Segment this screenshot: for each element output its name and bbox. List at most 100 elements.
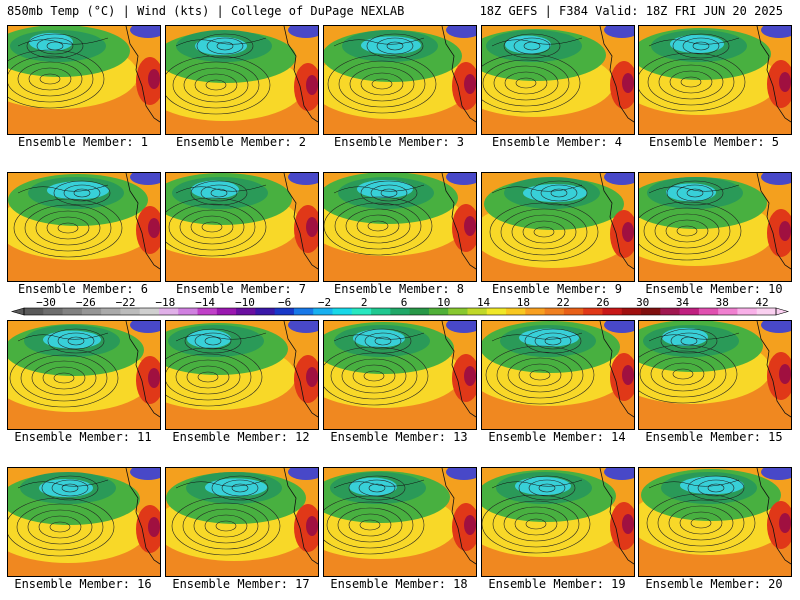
colorbar-swatch — [293, 308, 314, 315]
ensemble-member-label: Ensemble Member: 11 — [14, 430, 152, 444]
colorbar-swatch — [486, 308, 507, 315]
ensemble-map-11 — [7, 320, 161, 430]
ensemble-map-16 — [7, 467, 161, 577]
ensemble-map-14 — [481, 320, 635, 430]
temperature-map — [166, 26, 318, 134]
temperature-map — [8, 468, 160, 576]
colorbar-swatch — [698, 308, 719, 315]
colorbar-swatch — [679, 308, 700, 315]
colorbar-frame — [23, 307, 777, 316]
temperature-map — [8, 321, 160, 429]
colorbar-swatch — [448, 308, 468, 315]
ensemble-map-15 — [638, 320, 792, 430]
ensemble-map-12 — [165, 320, 319, 430]
temperature-map — [166, 173, 318, 281]
ensemble-member-label: Ensemble Member: 16 — [14, 577, 152, 591]
colorbar-swatch — [158, 308, 179, 315]
colorbar-swatch — [525, 308, 546, 315]
colorbar-tick-label: −2 — [318, 297, 331, 309]
colorbar-swatch — [178, 308, 199, 315]
ensemble-map-3 — [323, 25, 477, 135]
ensemble-member-label: Ensemble Member: 2 — [175, 135, 307, 149]
ensemble-map-7 — [165, 172, 319, 282]
colorbar-swatch — [583, 308, 603, 315]
map-title: 850mb Temp (°C) | Wind (kts) | College o… — [7, 4, 405, 18]
ensemble-map-9 — [481, 172, 635, 282]
ensemble-member-label: Ensemble Member: 9 — [491, 282, 623, 296]
ensemble-map-6 — [7, 172, 161, 282]
temperature-map — [639, 468, 791, 576]
ensemble-member-label: Ensemble Member: 6 — [17, 282, 149, 296]
colorbar-swatch — [428, 308, 449, 315]
temperature-map — [639, 26, 791, 134]
colorbar-tick-label: −18 — [155, 297, 175, 309]
temperature-map — [482, 321, 634, 429]
ensemble-member-label: Ensemble Member: 13 — [330, 430, 468, 444]
colorbar-swatch — [313, 308, 334, 315]
colorbar-swatch — [255, 308, 276, 315]
ensemble-member-label: Ensemble Member: 8 — [333, 282, 465, 296]
colorbar-swatch — [544, 308, 565, 315]
temperature-map — [639, 321, 791, 429]
colorbar-swatch — [660, 308, 681, 315]
colorbar-swatch — [371, 308, 391, 315]
colorbar-swatch — [563, 308, 584, 315]
colorbar-tick-label: −6 — [278, 297, 291, 309]
ensemble-map-1 — [7, 25, 161, 135]
colorbar-swatch — [274, 308, 295, 315]
colorbar-swatch — [197, 308, 218, 315]
colorbar-swatch — [409, 308, 430, 315]
colorbar-swatch — [24, 308, 44, 315]
ensemble-map-13 — [323, 320, 477, 430]
ensemble-member-label: Ensemble Member: 15 — [645, 430, 783, 444]
temperature-map — [482, 173, 634, 281]
colorbar-tick-label: 22 — [557, 297, 570, 309]
ensemble-map-8 — [323, 172, 477, 282]
ensemble-map-2 — [165, 25, 319, 135]
colorbar-swatch — [467, 308, 488, 315]
ensemble-member-label: Ensemble Member: 14 — [488, 430, 626, 444]
colorbar-swatch — [390, 308, 411, 315]
colorbar-swatch — [120, 308, 141, 315]
colorbar-tick-label: −30 — [36, 297, 56, 309]
colorbar-swatch — [332, 308, 353, 315]
colorbar-swatch — [506, 308, 526, 315]
temperature-colorbar: −30 −26 −22 −18 −14 −10 −6 −2 2 6 10 14 18 22 26 30 34 38… — [10, 297, 790, 321]
temperature-map — [166, 321, 318, 429]
colorbar-tick-label: −10 — [235, 297, 255, 309]
colorbar-swatch — [641, 308, 661, 315]
ensemble-map-18 — [323, 467, 477, 577]
ensemble-member-label: Ensemble Member: 19 — [488, 577, 626, 591]
ensemble-member-label: Ensemble Member: 18 — [330, 577, 468, 591]
ensemble-map-5 — [638, 25, 792, 135]
temperature-map — [324, 26, 476, 134]
colorbar-high-arrow — [775, 307, 790, 316]
colorbar-tick-label: 38 — [716, 297, 729, 309]
ensemble-map-19 — [481, 467, 635, 577]
temperature-map — [166, 468, 318, 576]
ensemble-member-label: Ensemble Member: 3 — [333, 135, 465, 149]
colorbar-tick-label: 34 — [676, 297, 690, 309]
colorbar-swatch — [756, 308, 777, 315]
colorbar-swatch — [718, 308, 738, 315]
colorbar-swatch — [101, 308, 121, 315]
ensemble-member-label: Ensemble Member: 5 — [648, 135, 780, 149]
temperature-map — [639, 173, 791, 281]
ensemble-map-10 — [638, 172, 792, 282]
ensemble-member-label: Ensemble Member: 17 — [172, 577, 310, 591]
temperature-map — [324, 468, 476, 576]
temperature-map — [8, 26, 160, 134]
temperature-map — [8, 173, 160, 281]
ensemble-member-label: Ensemble Member: 4 — [491, 135, 623, 149]
ensemble-map-17 — [165, 467, 319, 577]
model-valid-time: 18Z GEFS | F384 Valid: 18Z FRI JUN 20 20… — [479, 4, 783, 18]
colorbar-tick-label: 30 — [636, 297, 649, 309]
colorbar-tick-label: −14 — [195, 297, 215, 309]
colorbar-tick-label: 18 — [517, 297, 530, 309]
colorbar-tick-label: 6 — [401, 297, 408, 309]
ensemble-map-4 — [481, 25, 635, 135]
temperature-map — [482, 26, 634, 134]
colorbar-tick-label: 26 — [596, 297, 609, 309]
ensemble-member-label: Ensemble Member: 1 — [17, 135, 149, 149]
ensemble-member-label: Ensemble Member: 12 — [172, 430, 310, 444]
